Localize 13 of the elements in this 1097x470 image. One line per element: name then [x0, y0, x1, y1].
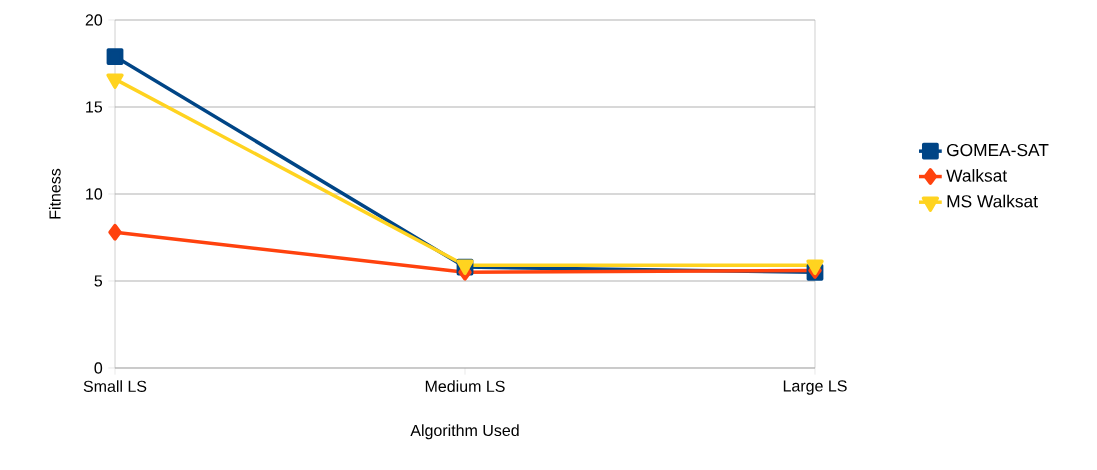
- x-tick-label: Small LS: [83, 380, 147, 392]
- y-axis-title: Fitness: [48, 168, 61, 219]
- x-tick-label: Large LS: [783, 380, 847, 395]
- y-tick-label: 0: [94, 362, 103, 374]
- y-tick-label: 10: [86, 188, 103, 200]
- y-tick-label: 5: [94, 275, 103, 287]
- x-axis-title: Algorithm Used: [410, 424, 519, 440]
- legend-label: GOMEA-SAT: [947, 143, 1049, 157]
- legend-label: MS Walksat: [947, 194, 1038, 208]
- y-tick-label: 20: [85, 14, 103, 26]
- x-tick-label: Medium LS: [425, 380, 505, 392]
- y-tick-label: 15: [86, 101, 103, 113]
- legend-label: Walksat: [946, 169, 1008, 182]
